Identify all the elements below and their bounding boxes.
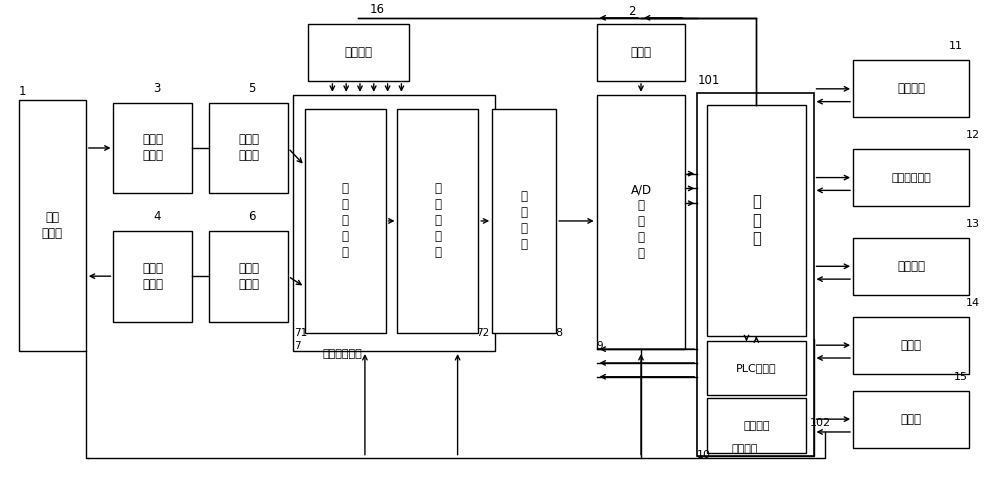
Bar xyxy=(853,390,969,448)
Text: 14: 14 xyxy=(965,298,980,308)
Bar xyxy=(19,100,86,351)
Text: 单
片
机: 单 片 机 xyxy=(752,194,761,247)
Text: 16: 16 xyxy=(370,3,385,16)
Text: 10: 10 xyxy=(697,450,711,459)
Text: A/D
转
换
模
块: A/D 转 换 模 块 xyxy=(630,183,652,261)
Bar xyxy=(293,95,495,351)
Bar xyxy=(707,341,806,396)
Text: 5: 5 xyxy=(249,82,256,95)
Bar xyxy=(597,24,685,81)
Text: PLC控制器: PLC控制器 xyxy=(736,364,777,373)
Text: 102: 102 xyxy=(810,418,831,428)
Text: 基准源: 基准源 xyxy=(631,46,652,59)
Text: 精密
恒流源: 精密 恒流源 xyxy=(42,211,63,240)
Bar xyxy=(209,103,288,194)
Text: 键盘输入模块: 键盘输入模块 xyxy=(891,172,931,182)
Text: 接地端子: 接地端子 xyxy=(345,46,373,59)
Text: 存储器: 存储器 xyxy=(901,339,922,352)
Text: 电压放大模块: 电压放大模块 xyxy=(323,349,362,359)
Text: 3: 3 xyxy=(153,82,160,95)
Text: 2: 2 xyxy=(628,5,636,18)
Bar xyxy=(597,95,685,349)
Text: 测
量
放
大
器: 测 量 放 大 器 xyxy=(342,182,349,260)
Text: 11: 11 xyxy=(949,41,963,51)
Bar xyxy=(308,24,409,81)
Text: 第一测
量端子: 第一测 量端子 xyxy=(142,134,163,162)
Bar xyxy=(305,109,386,333)
Text: 第二测
量端子: 第二测 量端子 xyxy=(142,262,163,291)
Bar xyxy=(853,238,969,295)
Bar xyxy=(853,60,969,117)
Text: 运
算
放
大
器: 运 算 放 大 器 xyxy=(434,182,441,260)
Bar xyxy=(853,317,969,374)
Bar xyxy=(853,149,969,206)
Bar xyxy=(697,339,814,456)
Text: 1: 1 xyxy=(19,85,26,98)
Text: 8: 8 xyxy=(555,328,562,338)
Text: 4: 4 xyxy=(153,210,160,223)
Text: 控制模块: 控制模块 xyxy=(732,444,758,454)
Text: 15: 15 xyxy=(954,372,968,382)
Bar xyxy=(209,231,288,321)
Bar xyxy=(492,109,556,333)
Text: 通信接口: 通信接口 xyxy=(897,260,925,273)
Text: 打印机: 打印机 xyxy=(901,412,922,426)
Text: 第四测
量端子: 第四测 量端子 xyxy=(238,262,259,291)
Text: 13: 13 xyxy=(965,219,979,229)
Bar xyxy=(697,93,814,456)
Bar xyxy=(113,231,192,321)
Bar xyxy=(397,109,478,333)
Text: 71: 71 xyxy=(294,328,307,338)
Text: 9: 9 xyxy=(597,341,603,351)
Text: 第三测
量端子: 第三测 量端子 xyxy=(238,134,259,162)
Text: 101: 101 xyxy=(697,74,720,87)
Text: 72: 72 xyxy=(476,328,490,338)
Bar xyxy=(113,103,192,194)
Text: 滤
波
模
块: 滤 波 模 块 xyxy=(521,191,528,251)
Text: 12: 12 xyxy=(965,130,980,140)
Text: 7: 7 xyxy=(294,341,301,351)
Text: 6: 6 xyxy=(249,210,256,223)
Bar xyxy=(707,399,806,453)
Text: 显示模块: 显示模块 xyxy=(897,82,925,95)
Bar xyxy=(707,104,806,336)
Text: 主控单元: 主控单元 xyxy=(743,421,770,431)
